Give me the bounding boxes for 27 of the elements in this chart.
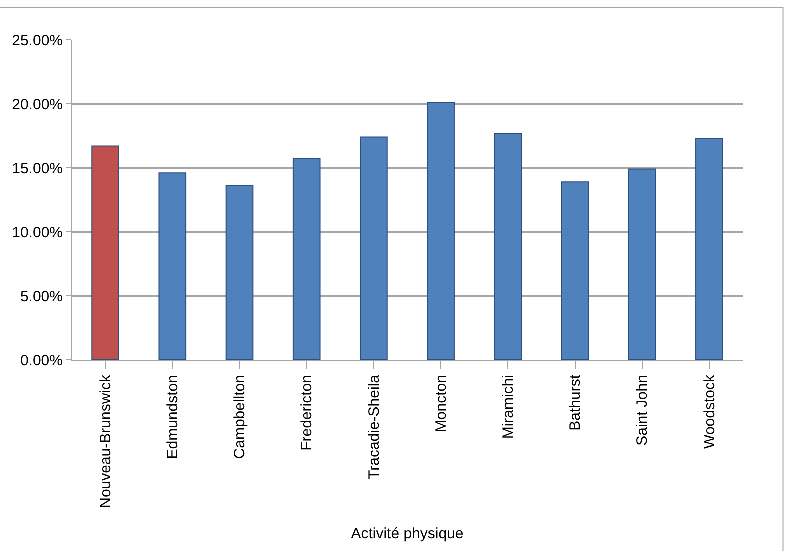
bar [360, 136, 388, 360]
x-tick-label: Edmundston [164, 375, 182, 460]
y-tick-label: 10.00% [12, 224, 63, 242]
bar [561, 182, 590, 360]
bar [226, 185, 254, 360]
x-tick-label: Moncton [432, 375, 450, 433]
x-tick-label: Woodstock [701, 374, 718, 449]
x-axis-title: Activité physique [351, 525, 464, 542]
bar [92, 146, 120, 360]
x-tick-label: Fredericton [298, 375, 316, 451]
bar [292, 158, 321, 360]
y-tick-label: 20.00% [12, 96, 63, 114]
bar [427, 102, 455, 360]
x-tick-label: Bathurst [567, 374, 584, 431]
x-tick-label: Campbellton [232, 375, 249, 460]
bar [628, 168, 656, 360]
bar [696, 138, 724, 360]
bar [494, 132, 522, 360]
bar [158, 172, 187, 360]
y-tick-label: 25.00% [12, 32, 63, 50]
y-tick-label: 0.00% [20, 352, 63, 370]
x-tick-label: Miramichi [500, 375, 518, 440]
x-tick-label: Tracadie-Sheila [366, 374, 383, 480]
y-tick-label: 15.00% [12, 160, 63, 178]
x-tick-label: Nouveau-Brunswick [97, 374, 114, 508]
y-tick-label: 5.00% [20, 288, 63, 306]
x-tick-label: Saint John [634, 375, 652, 446]
